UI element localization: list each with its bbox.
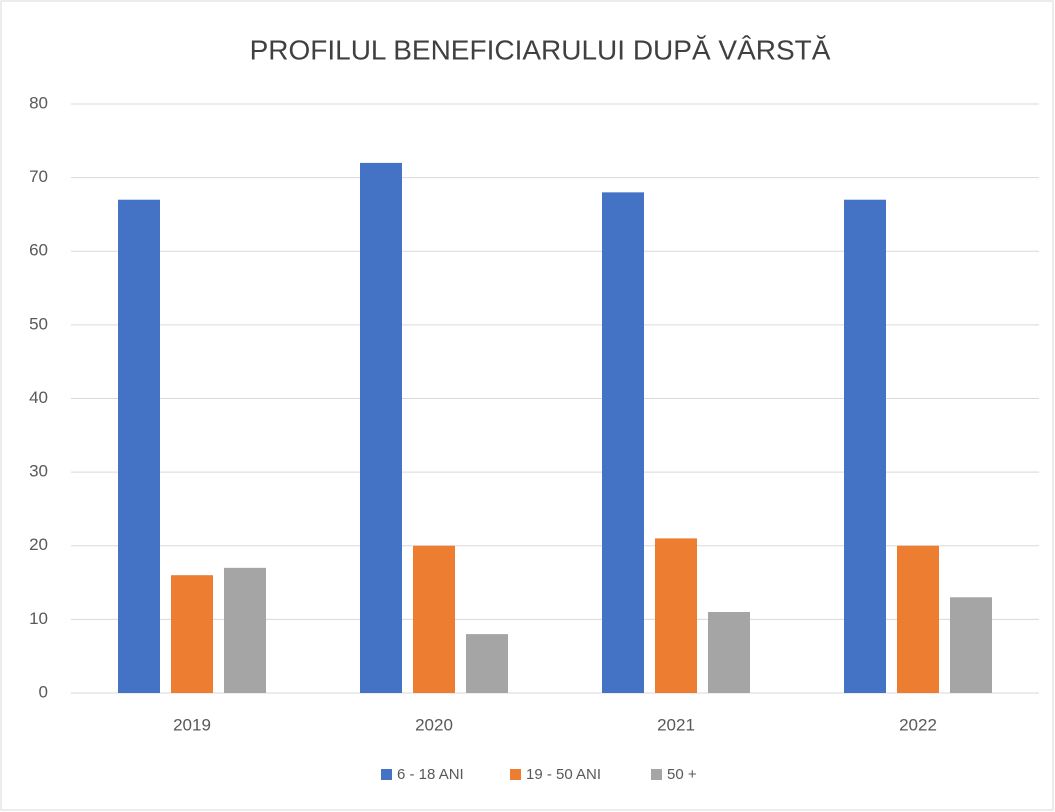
bar <box>844 199 886 693</box>
bar <box>413 545 455 693</box>
chart-title: PROFILUL BENEFICIARULUI DUPĂ VÂRSTĂ <box>250 34 831 65</box>
legend-label: 19 - 50 ANI <box>526 766 601 783</box>
legend-swatch <box>381 769 392 780</box>
y-tick-label: 60 <box>29 241 48 260</box>
legend-label: 50 + <box>667 766 697 783</box>
bar <box>171 575 213 693</box>
bar <box>224 567 266 693</box>
bar <box>118 199 160 693</box>
y-tick-label: 50 <box>29 314 48 333</box>
y-tick-label: 80 <box>29 93 48 112</box>
bar <box>950 597 992 693</box>
y-tick-label: 10 <box>29 609 48 628</box>
bar <box>360 162 402 693</box>
legend-swatch <box>510 769 521 780</box>
y-tick-label: 20 <box>29 535 48 554</box>
bar <box>655 538 697 693</box>
x-tick-label: 2021 <box>657 715 695 734</box>
legend-swatch <box>651 769 662 780</box>
y-tick-label: 30 <box>29 462 48 481</box>
bar <box>897 545 939 693</box>
bar <box>708 612 750 693</box>
bar <box>602 192 644 693</box>
x-tick-label: 2020 <box>415 715 453 734</box>
legend-label: 6 - 18 ANI <box>397 766 464 783</box>
x-tick-label: 2022 <box>899 715 937 734</box>
x-tick-label: 2019 <box>173 715 211 734</box>
y-tick-label: 0 <box>39 682 48 701</box>
bar <box>466 634 508 693</box>
y-tick-label: 70 <box>29 167 48 186</box>
y-tick-label: 40 <box>29 388 48 407</box>
